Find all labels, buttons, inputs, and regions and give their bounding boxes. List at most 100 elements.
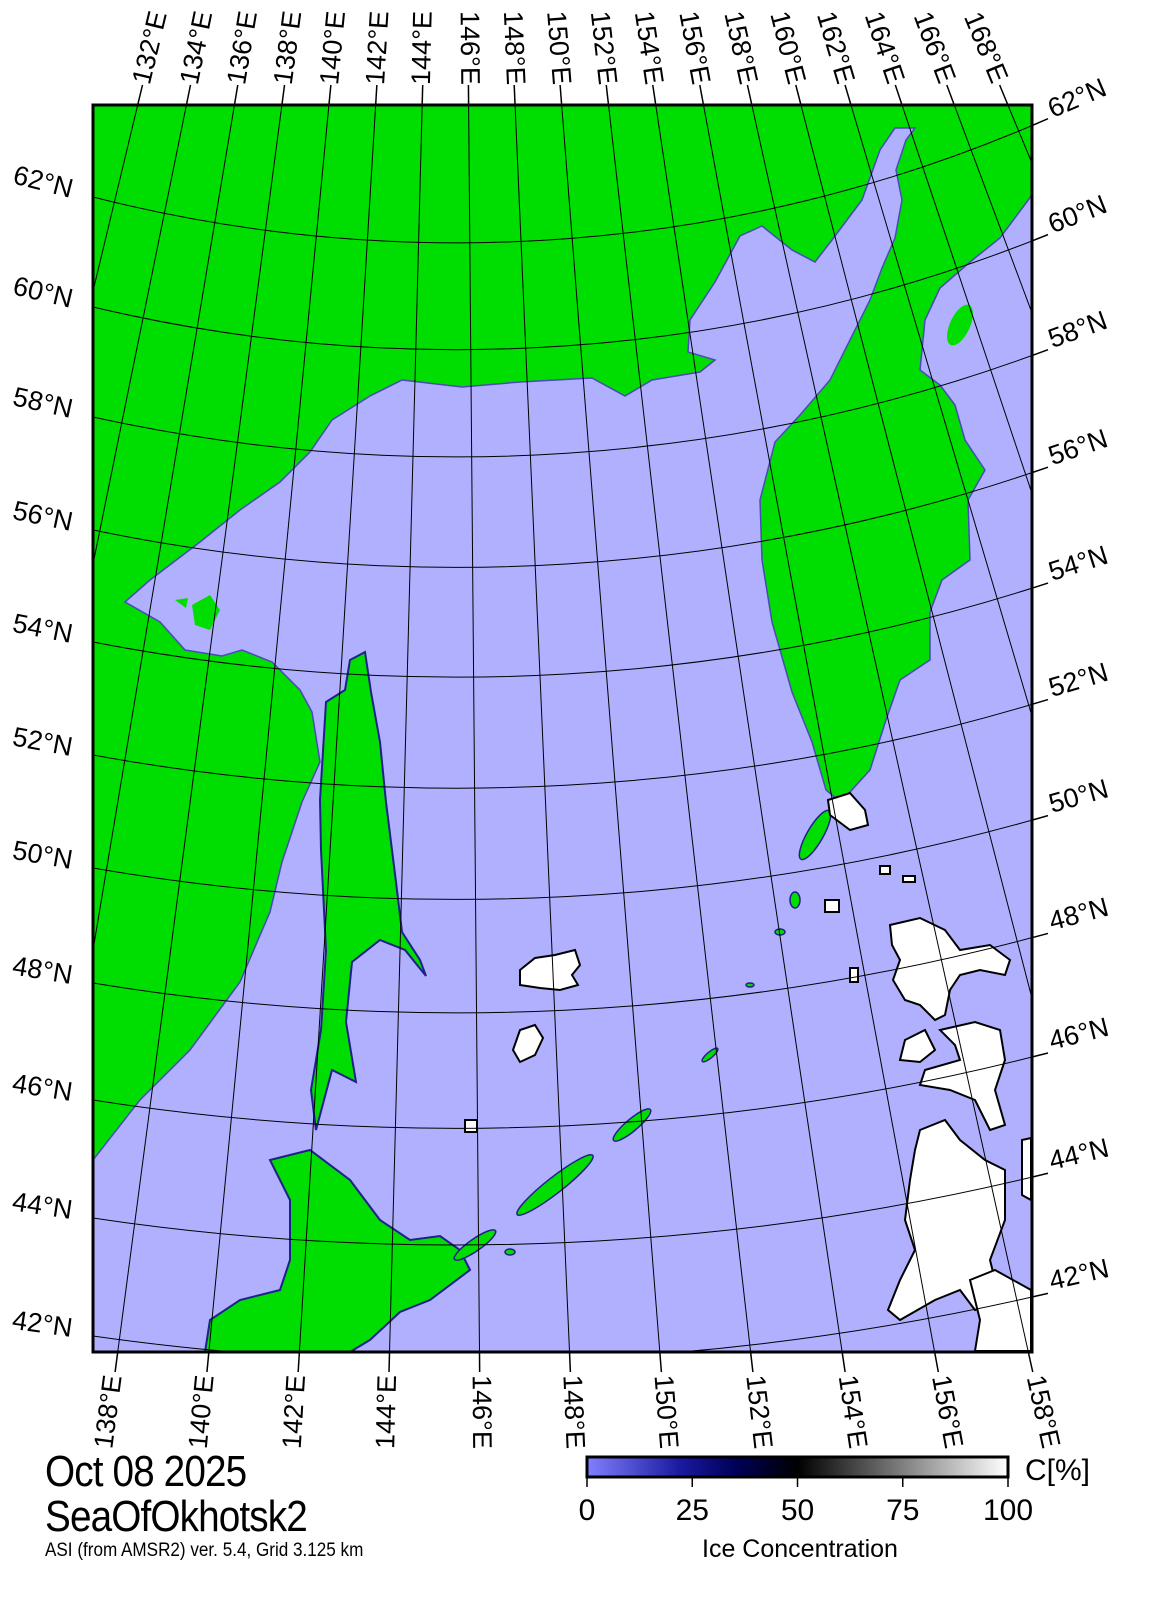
tick-mark xyxy=(1031,348,1049,357)
tick-mark xyxy=(841,1351,846,1373)
longitude-label: 142°E xyxy=(360,10,394,86)
colorbar-gradient xyxy=(585,1455,1010,1479)
longitude-line xyxy=(800,105,1032,999)
sakhalin-island xyxy=(309,650,427,1131)
longitude-label: 140°E xyxy=(314,10,351,86)
tick-mark xyxy=(297,1351,301,1373)
latitude-label-left: 52°N xyxy=(10,721,75,761)
latitude-line xyxy=(93,125,1032,244)
latitude-line xyxy=(93,472,1032,568)
colorbar-unit: C[%] xyxy=(1025,1454,1090,1487)
tick-mark xyxy=(233,84,239,106)
longitude-label: 154°E xyxy=(833,1373,874,1450)
latitude-label-right: 50°N xyxy=(1045,774,1111,819)
latitude-label-right: 52°N xyxy=(1045,657,1111,703)
longitude-label: 138°E xyxy=(88,1373,127,1450)
longitude-line xyxy=(117,105,283,1352)
region-title: SeaOfOkhotsk2 xyxy=(45,1492,308,1541)
latitude-line xyxy=(93,240,1032,351)
tick-mark xyxy=(894,84,903,106)
longitude-label: 162°E xyxy=(811,8,861,87)
latitude-label-left: 42°N xyxy=(10,1305,74,1343)
latitude-label-right: 54°N xyxy=(1045,540,1112,587)
tick-mark xyxy=(1031,1052,1049,1058)
tick-mark xyxy=(998,84,1009,106)
kuril-islands xyxy=(453,809,832,1261)
longitude-label: 156°E xyxy=(926,1373,969,1451)
longitude-line xyxy=(655,105,843,1352)
longitude-line xyxy=(468,105,480,1352)
latitude-line xyxy=(93,937,1032,1014)
longitude-label: 146°E xyxy=(467,1375,498,1449)
latitude-line xyxy=(93,1056,1032,1129)
longitude-line xyxy=(93,105,235,951)
date-title: Oct 08 2025 xyxy=(45,1447,247,1496)
longitude-line xyxy=(93,105,139,292)
longitude-label: 138°E xyxy=(268,9,307,86)
tick-mark xyxy=(1031,1172,1049,1178)
colorbar-tick-label: 25 xyxy=(676,1494,709,1527)
longitude-line xyxy=(93,105,187,565)
tick-mark xyxy=(568,1351,572,1373)
longitude-label: 144°E xyxy=(406,11,438,86)
colorbar-tick-label: 75 xyxy=(886,1494,919,1527)
tick-mark xyxy=(185,84,192,106)
latitude-label-left: 58°N xyxy=(10,381,75,423)
latitude-line xyxy=(93,587,1032,678)
longitude-label: 156°E xyxy=(673,9,716,87)
karaginsky-island xyxy=(947,304,973,346)
latitude-label-left: 46°N xyxy=(10,1068,74,1107)
longitude-line xyxy=(298,105,377,1352)
latitude-line xyxy=(93,703,1032,789)
tick-mark xyxy=(746,84,753,106)
latitude-label-right: 62°N xyxy=(1043,72,1110,123)
latitude-line xyxy=(93,355,1032,458)
longitude-label: 142°E xyxy=(277,1374,311,1450)
longitude-line xyxy=(901,105,1032,494)
tick-mark xyxy=(652,84,657,106)
longitude-label: 134°E xyxy=(174,8,218,86)
longitude-label: 152°E xyxy=(585,9,623,86)
sea-ice-patches xyxy=(464,791,1032,1352)
tick-mark xyxy=(421,84,424,106)
tick-mark xyxy=(114,1351,119,1373)
longitude-label: 154°E xyxy=(629,9,670,86)
tick-mark xyxy=(206,1351,210,1373)
colorbar-tick-label: 50 xyxy=(781,1494,814,1527)
tick-mark xyxy=(513,84,516,106)
latitude-label-left: 44°N xyxy=(10,1186,74,1225)
latitude-label-left: 48°N xyxy=(10,951,74,990)
tick-mark xyxy=(1031,582,1049,589)
tick-mark xyxy=(136,84,144,106)
tick-mark xyxy=(659,1351,663,1373)
longitude-label: 166°E xyxy=(908,7,962,87)
latitude-label-left: 60°N xyxy=(10,271,76,314)
longitude-label: 144°E xyxy=(370,1375,402,1450)
colorbar-title: Ice Concentration xyxy=(702,1535,898,1563)
longitude-line xyxy=(608,105,752,1352)
longitude-label: 158°E xyxy=(1021,1372,1066,1451)
tick-mark xyxy=(605,84,610,106)
latitude-label-left: 56°N xyxy=(10,495,75,537)
tick-mark xyxy=(559,84,563,106)
longitude-label: 136°E xyxy=(221,9,263,87)
source-note: ASI (from AMSR2) ver. 5.4, Grid 3.125 km xyxy=(45,1540,364,1561)
latitude-label-right: 60°N xyxy=(1044,189,1111,239)
tick-mark xyxy=(795,84,802,106)
longitude-label: 168°E xyxy=(958,7,1014,87)
longitude-line xyxy=(953,105,1032,314)
latitude-line xyxy=(93,819,1032,900)
latitude-label-left: 54°N xyxy=(10,608,75,649)
tick-mark xyxy=(946,84,955,106)
tick-mark xyxy=(1031,698,1049,706)
shantar-islands xyxy=(175,595,220,630)
colorbar-tick-label: 100 xyxy=(983,1494,1033,1527)
latitude-label-right: 44°N xyxy=(1046,1133,1112,1176)
longitude-label: 132°E xyxy=(126,8,172,87)
longitude-line xyxy=(389,105,423,1352)
tick-mark xyxy=(328,84,332,106)
longitude-label: 164°E xyxy=(859,8,911,88)
latitude-label-right: 56°N xyxy=(1045,423,1112,471)
longitude-line xyxy=(514,105,571,1352)
